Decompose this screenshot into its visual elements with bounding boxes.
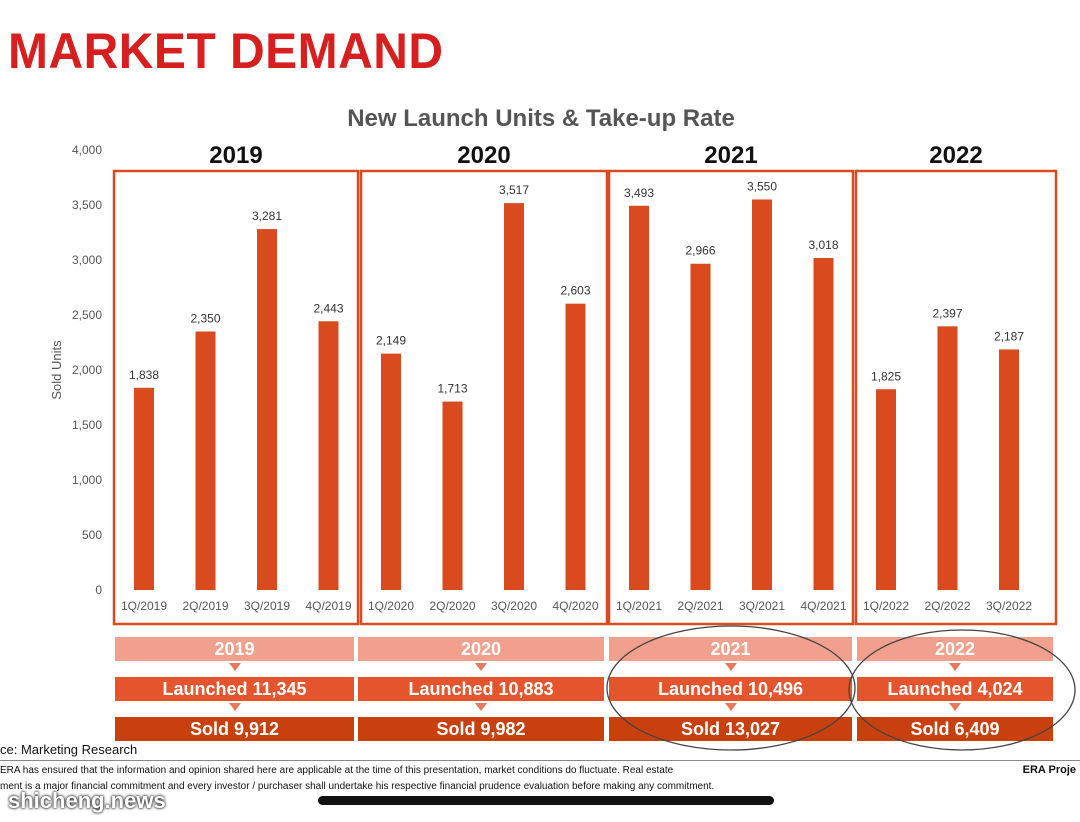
summary-launched: Launched 10,883 — [358, 677, 604, 701]
summary-launched: Launched 10,496 — [609, 677, 852, 701]
chart-title: New Launch Units & Take-up Rate — [347, 105, 735, 132]
x-tick-label: 3Q/2022 — [986, 599, 1032, 613]
down-arrow-icon — [949, 663, 961, 671]
x-tick-label: 1Q/2019 — [121, 599, 167, 613]
summary-launched: Launched 4,024 — [857, 677, 1053, 701]
y-tick-label: 2,500 — [72, 308, 102, 322]
bar — [195, 331, 216, 590]
bar — [565, 303, 586, 590]
bar — [504, 203, 524, 590]
bar-value-label: 2,443 — [313, 301, 343, 315]
year-group-box — [607, 169, 855, 626]
bar-value-label: 2,350 — [190, 312, 220, 326]
y-tick-label: 3,500 — [72, 198, 102, 212]
down-arrow-icon — [475, 703, 487, 711]
footer-brand: ERA Proje — [1022, 764, 1076, 776]
bar-value-label: 2,397 — [932, 306, 962, 320]
y-tick-label: 0 — [95, 583, 102, 597]
bar-value-label: 3,281 — [252, 209, 282, 223]
x-tick-label: 4Q/2019 — [305, 599, 351, 613]
x-tick-label: 4Q/2021 — [800, 599, 846, 613]
bar — [690, 263, 711, 590]
summary-year: 2022 — [857, 637, 1053, 661]
x-tick-label: 2Q/2020 — [429, 599, 475, 613]
slide-title: MARKET DEMAND — [8, 23, 444, 79]
bar — [752, 199, 772, 590]
summary-year: 2019 — [115, 637, 354, 661]
bar — [134, 387, 154, 590]
summary-sold: Sold 9,912 — [115, 717, 354, 741]
bar-value-label: 2,603 — [560, 284, 590, 298]
bar-value-label: 2,966 — [685, 244, 715, 258]
y-tick-label: 4,000 — [72, 143, 102, 157]
y-tick-label: 1,000 — [72, 473, 102, 487]
take-up-chart: New Launch Units & Take-up Rate Sold Uni… — [49, 105, 1058, 626]
bar — [999, 349, 1019, 590]
footer-divider — [0, 760, 1080, 761]
bar-value-label: 3,018 — [808, 238, 838, 252]
bar — [318, 321, 339, 590]
y-tick-label: 500 — [82, 528, 102, 542]
bar-value-label: 3,493 — [624, 186, 654, 200]
watermark: shicheng.news — [8, 788, 166, 813]
x-tick-label: 2Q/2021 — [677, 599, 723, 613]
bar — [876, 389, 896, 590]
summary-sold: Sold 13,027 — [609, 717, 852, 741]
down-arrow-icon — [228, 663, 241, 671]
bar-value-label: 1,838 — [129, 368, 159, 382]
x-tick-label: 2Q/2019 — [182, 599, 228, 613]
summary-sold: Sold 9,982 — [358, 717, 604, 741]
bar — [381, 353, 401, 590]
down-arrow-icon — [949, 703, 961, 711]
disclaimer-line-1: ERA has ensured that the information and… — [0, 765, 674, 776]
y-axis-label: Sold Units — [49, 340, 64, 400]
bar — [257, 229, 277, 590]
x-tick-label: 3Q/2019 — [244, 599, 290, 613]
bar-value-label: 3,517 — [499, 183, 529, 197]
year-group-box — [112, 169, 360, 626]
x-tick-label: 1Q/2021 — [616, 599, 662, 613]
y-tick-label: 1,500 — [72, 418, 102, 432]
x-tick-label: 4Q/2020 — [552, 599, 598, 613]
bar — [937, 326, 958, 590]
y-tick-label: 3,000 — [72, 253, 102, 267]
source-note: ce: Marketing Research — [0, 742, 138, 757]
bar — [813, 258, 834, 590]
year-heading: 2019 — [209, 142, 262, 169]
summary-year: 2020 — [358, 637, 604, 661]
down-arrow-icon — [724, 703, 737, 711]
y-tick-label: 2,000 — [72, 363, 102, 377]
bar — [442, 401, 463, 590]
summary-year: 2021 — [609, 637, 852, 661]
x-tick-label: 3Q/2021 — [739, 599, 785, 613]
year-heading: 2021 — [704, 142, 757, 169]
summary-sold: Sold 6,409 — [857, 717, 1053, 741]
summary-launched: Launched 11,345 — [115, 677, 354, 701]
bar-value-label: 2,187 — [994, 329, 1024, 343]
bar-value-label: 3,550 — [747, 180, 777, 194]
bar-value-label: 1,713 — [437, 382, 467, 396]
bar-value-label: 2,149 — [376, 334, 406, 348]
x-tick-label: 2Q/2022 — [924, 599, 970, 613]
x-tick-label: 1Q/2020 — [368, 599, 414, 613]
x-tick-label: 1Q/2022 — [863, 599, 909, 613]
bar-value-label: 1,825 — [871, 369, 901, 383]
year-group-box — [359, 169, 609, 626]
down-arrow-icon — [228, 703, 241, 711]
year-heading: 2022 — [929, 142, 982, 169]
down-arrow-icon — [724, 663, 737, 671]
x-tick-label: 3Q/2020 — [491, 599, 537, 613]
bar — [629, 205, 649, 590]
disclaimer-line-2: ment is a major financial commitment and… — [0, 781, 715, 792]
down-arrow-icon — [475, 663, 487, 671]
year-heading: 2020 — [457, 142, 510, 169]
scroll-bar[interactable] — [318, 796, 774, 805]
year-group-box — [854, 169, 1058, 626]
